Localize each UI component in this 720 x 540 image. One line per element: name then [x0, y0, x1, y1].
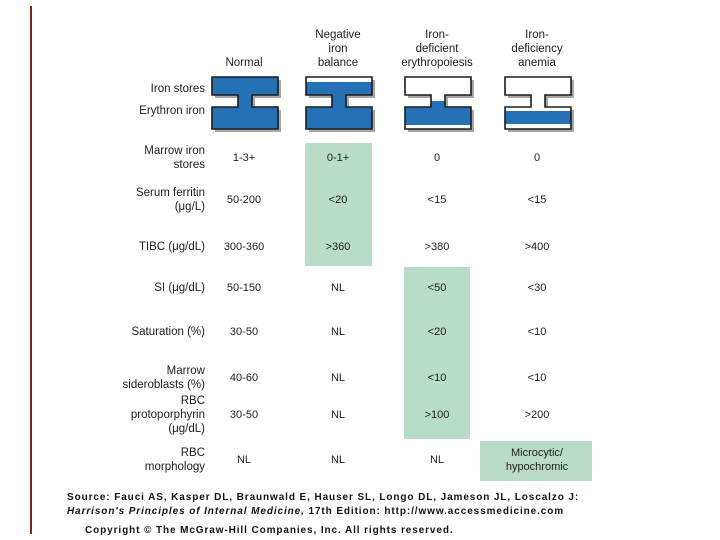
cell-saturation-anemia: <10	[527, 326, 547, 338]
iron-diagram-iron-deficient-erythropoiesis	[404, 76, 474, 132]
highlight-morphology-cell	[480, 441, 592, 481]
cell-si-negative: NL	[330, 282, 346, 294]
cell-morphology-normal: NL	[236, 454, 252, 466]
copyright-line: Copyright © The McGraw-Hill Companies, I…	[85, 525, 454, 536]
iron-diagram-negative-balance	[305, 76, 375, 132]
iron-diagram-iron-deficiency-anemia	[504, 76, 574, 132]
row-label-marrow-iron-stores: Marrow iron stores	[144, 145, 205, 171]
label-iron-stores: Iron stores	[150, 83, 205, 95]
row-label-saturation: Saturation (%)	[131, 326, 205, 338]
cell-protoporphyrin-erythro: >100	[424, 409, 450, 421]
cell-ferritin-anemia: <15	[527, 194, 547, 206]
left-accent-line	[30, 6, 32, 534]
cell-marrow-stores-normal: 1-3+	[232, 152, 256, 164]
row-label-tibc: TIBC (μg/dL)	[138, 241, 205, 253]
column-header-iron-deficiency-anemia: Iron- deficiency anemia	[511, 29, 563, 69]
row-label-serum-ferritin: Serum ferritin (μg/L)	[135, 187, 205, 213]
cell-marrow-stores-erythro: 0	[433, 152, 441, 164]
cell-ferritin-negative: <20	[328, 194, 348, 206]
cell-sideroblasts-anemia: <10	[527, 372, 547, 384]
cell-marrow-stores-anemia: 0	[533, 152, 541, 164]
source-citation-line2: Harrison's Principles of Internal Medici…	[67, 505, 564, 518]
cell-saturation-erythro: <20	[427, 326, 447, 338]
source-book-title: Harrison's Principles of Internal Medici…	[67, 506, 305, 517]
cell-tibc-anemia: >400	[524, 241, 550, 253]
cell-si-anemia: <30	[527, 282, 547, 294]
highlight-erythropoiesis-column	[404, 267, 470, 439]
label-erythron-iron: Erythron iron	[139, 105, 205, 117]
cell-marrow-stores-negative: 0-1+	[326, 152, 350, 164]
source-edition-url: 17th Edition: http://www.accessmedicine.…	[304, 506, 565, 517]
column-header-iron-deficient-erythropoiesis: Iron- deficient erythropoiesis	[401, 29, 473, 69]
row-label-rbc-morphology: RBC morphology	[144, 447, 205, 473]
cell-tibc-negative: >360	[325, 241, 351, 253]
cell-morphology-anemia: Microcytic/ hypochromic	[505, 447, 569, 473]
cell-morphology-negative: NL	[330, 454, 346, 466]
source-citation-line1: Source: Fauci AS, Kasper DL, Braunwald E…	[67, 492, 580, 503]
cell-protoporphyrin-normal: 30-50	[229, 409, 259, 421]
cell-si-normal: 50-150	[226, 282, 262, 294]
row-label-marrow-sideroblasts: Marrow sideroblasts (%)	[122, 365, 205, 391]
row-label-rbc-protoporphyrin: RBC protoporphyrin (μg/dL)	[130, 395, 205, 435]
cell-protoporphyrin-negative: NL	[330, 409, 346, 421]
cell-sideroblasts-normal: 40-60	[229, 372, 259, 384]
column-header-negative-iron-balance: Negative iron balance	[315, 29, 361, 69]
cell-saturation-negative: NL	[330, 326, 346, 338]
iron-diagram-normal	[211, 76, 281, 132]
cell-saturation-normal: 30-50	[229, 326, 259, 338]
cell-morphology-erythro: NL	[429, 454, 445, 466]
cell-tibc-normal: 300-360	[223, 241, 265, 253]
cell-sideroblasts-erythro: <10	[427, 372, 447, 384]
cell-si-erythro: <50	[427, 282, 447, 294]
cell-protoporphyrin-anemia: >200	[524, 409, 550, 421]
column-header-normal: Normal	[225, 57, 263, 69]
cell-sideroblasts-negative: NL	[330, 372, 346, 384]
cell-ferritin-erythro: <15	[427, 194, 447, 206]
row-label-si: SI (μg/dL)	[154, 282, 205, 294]
highlight-negative-balance-column	[305, 143, 372, 266]
cell-tibc-erythro: >380	[424, 241, 450, 253]
cell-ferritin-normal: 50-200	[226, 194, 262, 206]
